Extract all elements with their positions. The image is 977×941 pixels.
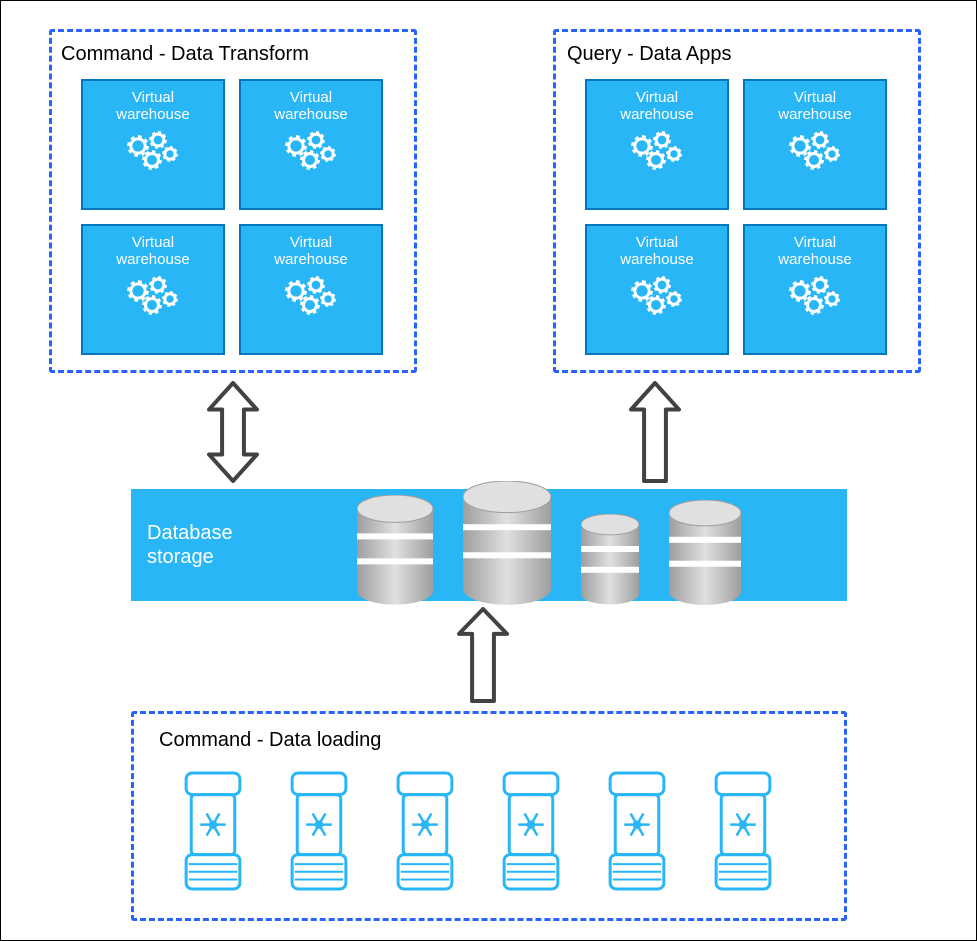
virtual-warehouse-cell: Virtualwarehouse <box>743 224 887 355</box>
database-cylinder-icon <box>669 500 741 610</box>
storage-line1: Database <box>147 522 233 544</box>
up-arrow-icon <box>629 381 681 483</box>
virtual-warehouse-cell: Virtualwarehouse <box>81 79 225 210</box>
gears-icon <box>622 128 692 178</box>
query-box-title: Query - Data Apps <box>567 43 732 66</box>
query-warehouse-grid: Virtualwarehouse Virtualwarehouse Virtua… <box>585 79 887 355</box>
transform-box-title: Command - Data Transform <box>61 43 309 66</box>
vw-label: Virtualwarehouse <box>116 234 189 269</box>
gears-icon <box>276 273 346 323</box>
transform-warehouse-grid: Virtualwarehouse Virtualwarehouse Virtua… <box>81 79 383 355</box>
virtual-warehouse-cell: Virtualwarehouse <box>585 79 729 210</box>
transform-title-text: Command - Data Transform <box>61 43 309 65</box>
query-title-text: Query - Data Apps <box>567 43 732 65</box>
vw-label: Virtualwarehouse <box>620 89 693 124</box>
database-cylinder-icon <box>463 481 551 610</box>
vw-label: Virtualwarehouse <box>778 89 851 124</box>
vw-label: Virtualwarehouse <box>274 234 347 269</box>
gears-icon <box>622 273 692 323</box>
virtual-warehouse-cell: Virtualwarehouse <box>239 224 383 355</box>
gears-icon <box>118 273 188 323</box>
database-storage-label: Database storage <box>147 521 233 569</box>
snowpipe-icon <box>287 771 351 896</box>
virtual-warehouse-cell: Virtualwarehouse <box>585 224 729 355</box>
storage-line2: storage <box>147 546 214 568</box>
vw-label: Virtualwarehouse <box>778 234 851 269</box>
up-arrow-icon <box>457 607 509 703</box>
vw-label: Virtualwarehouse <box>116 89 189 124</box>
virtual-warehouse-cell: Virtualwarehouse <box>239 79 383 210</box>
gears-icon <box>780 128 850 178</box>
snowpipe-icon <box>605 771 669 896</box>
gears-icon <box>780 273 850 323</box>
gears-icon <box>276 128 346 178</box>
snowpipe-icon <box>499 771 563 896</box>
snowpipe-row <box>181 771 775 896</box>
virtual-warehouse-cell: Virtualwarehouse <box>743 79 887 210</box>
bidirectional-arrow-icon <box>207 381 259 483</box>
database-cylinder-icon <box>581 514 639 609</box>
virtual-warehouse-cell: Virtualwarehouse <box>81 224 225 355</box>
loading-box-title: Command - Data loading <box>159 729 381 752</box>
gears-icon <box>118 128 188 178</box>
snowpipe-icon <box>181 771 245 896</box>
loading-title-text: Command - Data loading <box>159 729 381 751</box>
snowpipe-icon <box>393 771 457 896</box>
diagram-canvas: Command - Data Transform Virtualwarehous… <box>0 0 977 941</box>
database-cylinder-icon <box>357 495 433 610</box>
vw-label: Virtualwarehouse <box>620 234 693 269</box>
snowpipe-icon <box>711 771 775 896</box>
database-cylinder-row <box>357 481 741 610</box>
vw-label: Virtualwarehouse <box>274 89 347 124</box>
